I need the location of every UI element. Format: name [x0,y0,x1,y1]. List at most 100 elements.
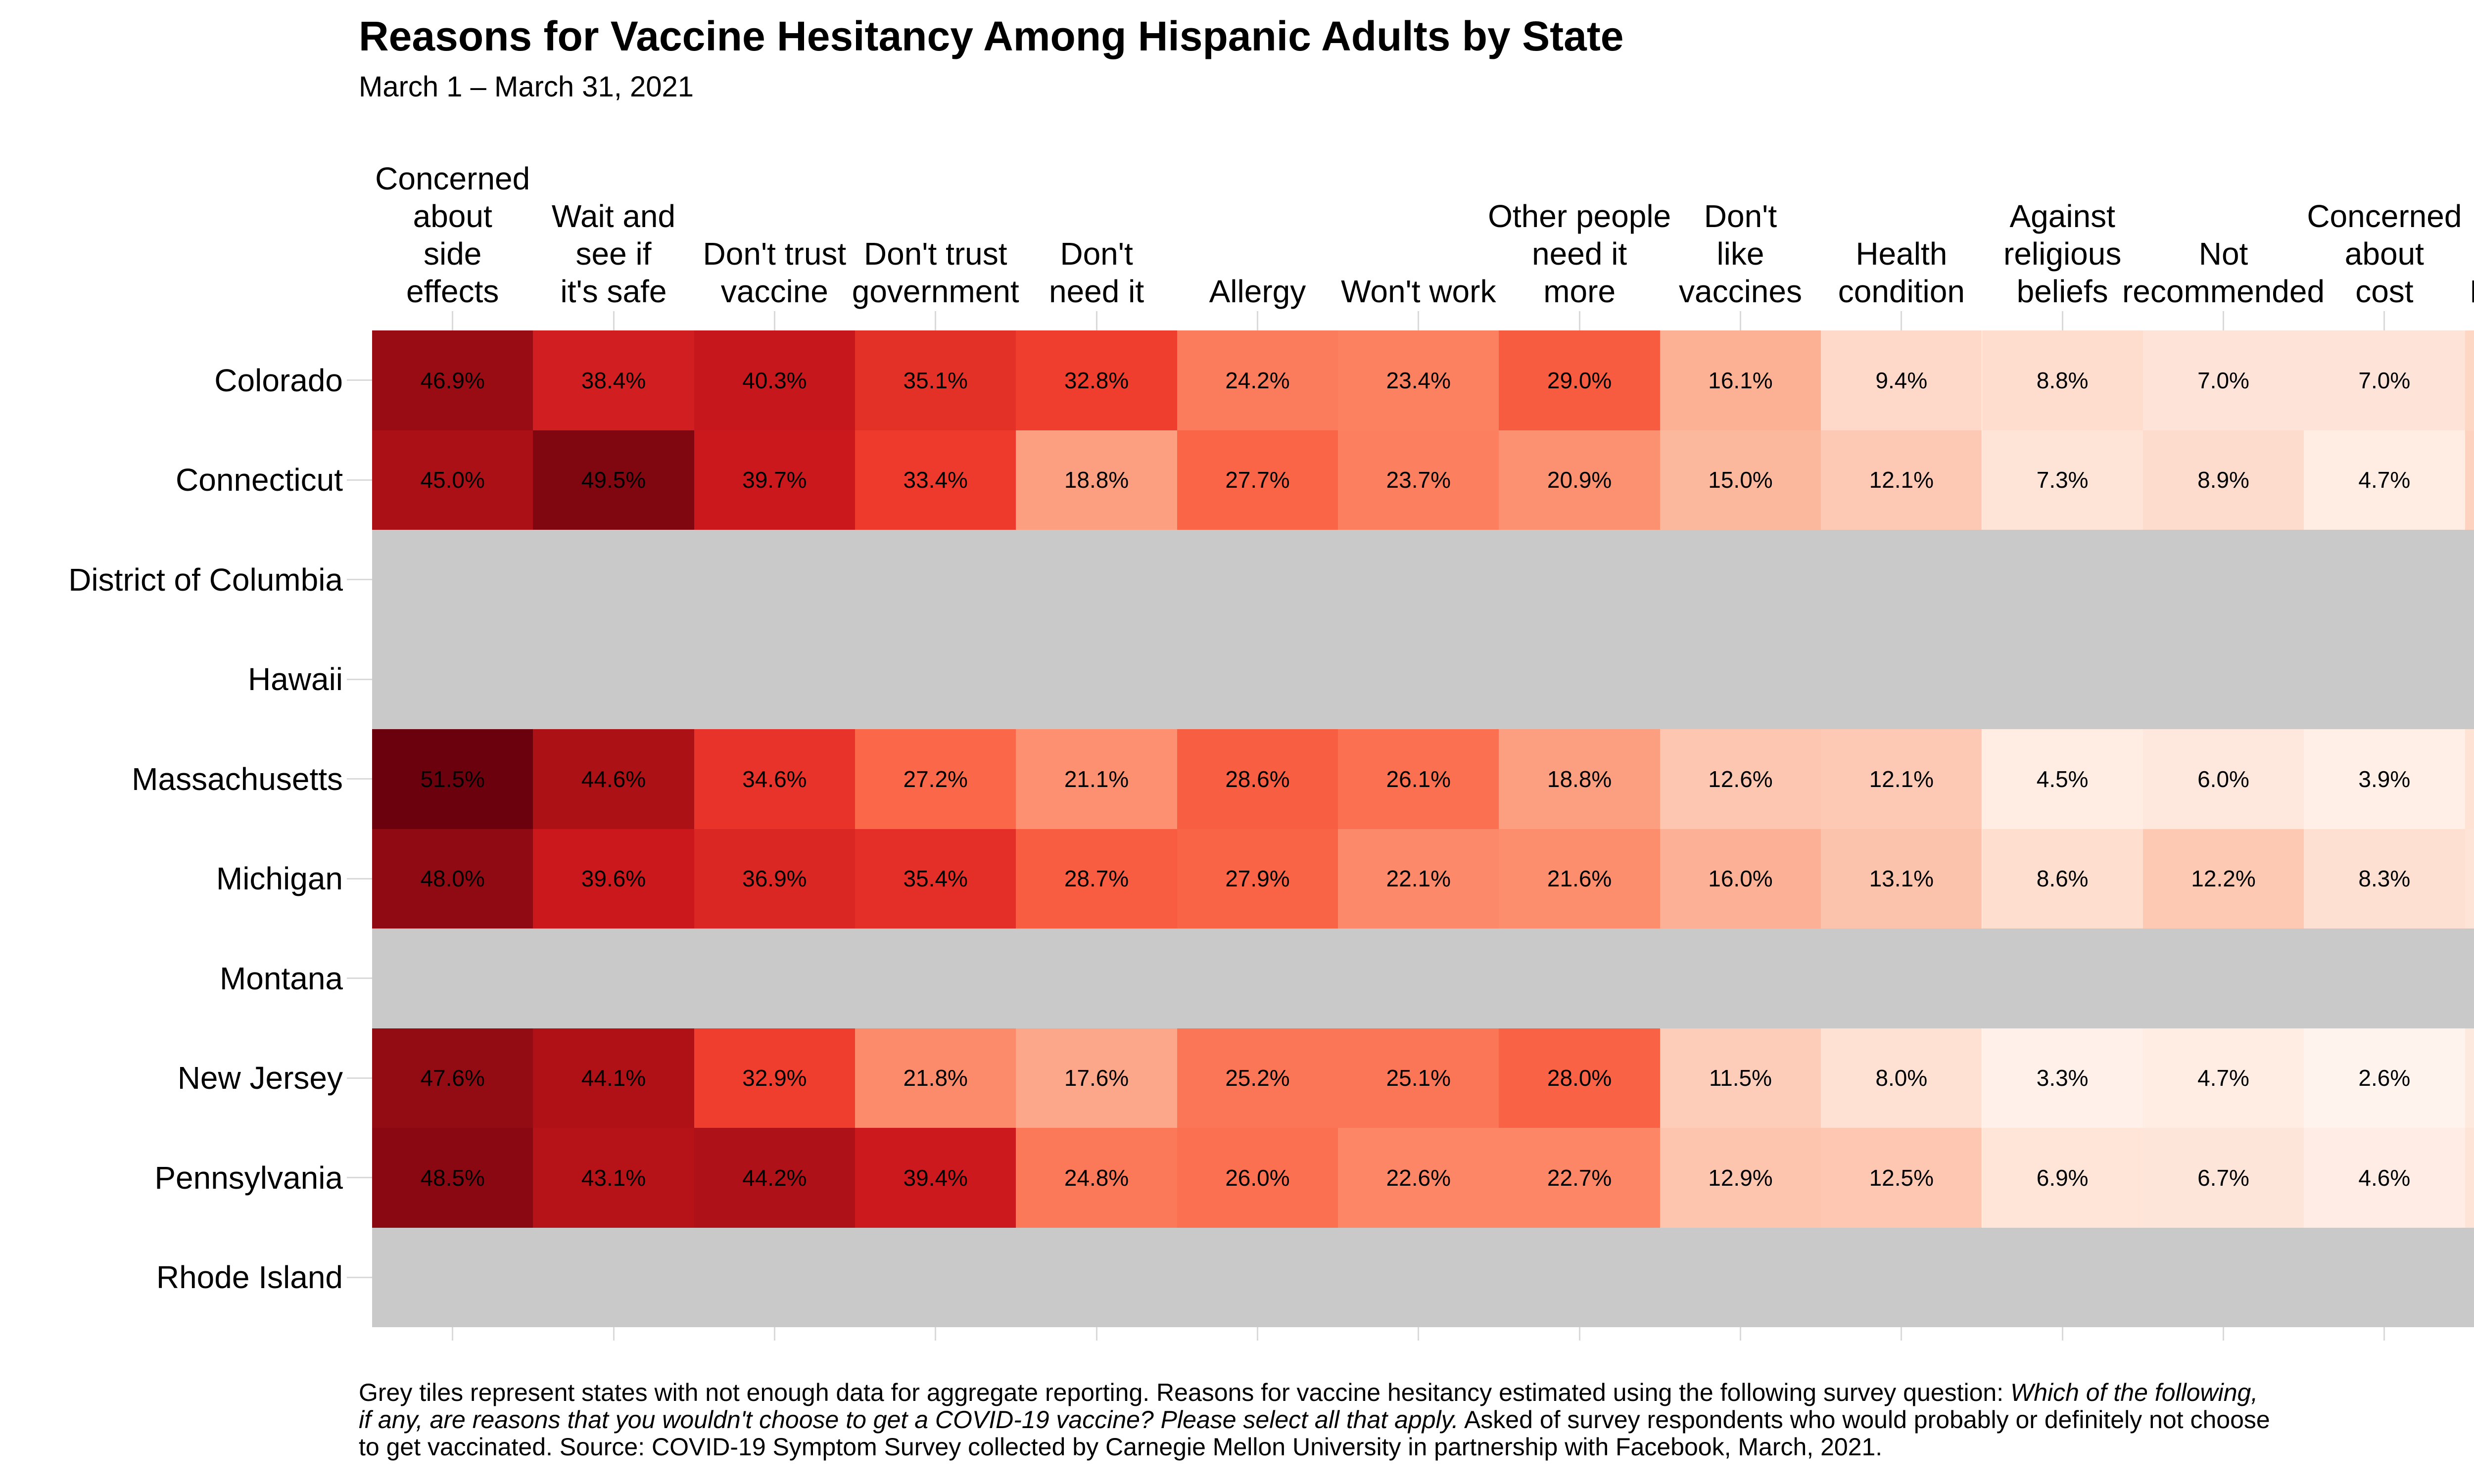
cell-value: 8.6% [2036,866,2089,892]
footer-text-italic: Which of the following, [2010,1379,2258,1406]
row-label: Massachusetts [132,761,343,797]
row-label: New Jersey [177,1060,343,1096]
cell-value: 12.9% [1708,1164,1773,1191]
heatmap-cell: 2.6% [2304,1028,2465,1128]
heatmap-cell: 4.7% [2304,430,2465,530]
cell-value: 16.0% [1708,866,1773,892]
heatmap-cell: 7.0% [2304,330,2465,430]
cell-value: 12.5% [1869,1164,1934,1191]
heatmap-cell: 21.1% [1016,729,1177,829]
heatmap-cell: 8.9% [2142,430,2304,530]
cell-value: 4.5% [2036,766,2089,792]
heatmap-cell: 33.4% [855,430,1016,530]
left-axis-tick [347,1077,372,1079]
heatmap-cell: 26.0% [1177,1128,1338,1228]
cell-value: 40.3% [742,367,807,393]
cell-value: 25.2% [1225,1065,1290,1091]
cell-value: 27.9% [1225,866,1290,892]
heatmap-cell: 13.1% [1821,829,1982,928]
cell-value: 48.0% [420,866,485,892]
cell-value: 21.8% [903,1065,968,1091]
cell-value: 27.2% [903,766,968,792]
cell-value: 7.0% [2197,367,2249,393]
column-header: Don't need it [1048,236,1144,309]
heatmap-cell: 34.6% [694,729,856,829]
cell-value: 32.9% [742,1065,807,1091]
cell-value: 27.7% [1225,467,1290,493]
heatmap-cell: 25.2% [1177,1028,1338,1128]
heatmap-cell: 35.1% [855,330,1016,430]
cell-value: 8.0% [1875,1065,1928,1091]
cell-value: 12.1% [1869,467,1934,493]
heatmap-cell: 29.0% [1499,330,1660,430]
heatmap-cell: 18.8% [1499,729,1660,829]
top-axis-tick [1739,311,1741,330]
heatmap-cell: 39.4% [855,1128,1016,1228]
column-header: Other people need it more [1488,198,1671,309]
heatmap-cell: 8.6% [1982,829,2143,928]
cell-value: 35.1% [903,367,968,393]
heatmap-cell: 21.8% [855,1028,1016,1128]
bottom-axis-tick [773,1327,775,1341]
heatmap-cell: 32.8% [1016,330,1177,430]
row-label: Colorado [214,362,343,398]
heatmap-cell: 7.0% [2142,330,2304,430]
cell-value: 46.9% [420,367,485,393]
heatmap-cell: 49.5% [533,430,694,530]
row-label: Montana [219,960,343,996]
heatmap-cell: 26.1% [1338,729,1499,829]
heatmap-cell: 39.6% [533,829,694,928]
top-axis-tick [1418,311,1420,330]
column-header: Won't work [1341,274,1496,309]
heatmap-cell: 7.3% [1982,430,2143,530]
cell-value: 23.7% [1386,467,1451,493]
cell-value: 26.1% [1386,766,1451,792]
heatmap-cell: 12.1% [1821,430,1982,530]
cell-value: 34.6% [742,766,807,792]
heatmap-cell: 48.0% [372,829,533,928]
cell-value: 8.3% [2358,866,2411,892]
cell-value: 44.1% [581,1065,646,1091]
heatmap-cell: 10.0% [2465,330,2474,430]
cell-value: 4.7% [2197,1065,2249,1091]
footer-text: Grey tiles represent states with not eno… [359,1379,2010,1406]
footer-text: to get vaccinated. Source: COVID-19 Symp… [359,1433,1883,1461]
heatmap-cell: 24.8% [1016,1128,1177,1228]
cell-value: 12.2% [2191,866,2256,892]
heatmap-cell: 11.5% [1660,1028,1821,1128]
left-axis-tick [347,379,372,381]
row-label: Michigan [216,861,343,897]
cell-value: 43.1% [581,1164,646,1191]
left-axis-tick [347,1276,372,1278]
missing-data-row [372,1227,2474,1327]
cell-value: 4.7% [2358,467,2411,493]
footer-text: Asked of survey respondents who would pr… [1458,1406,2270,1434]
heatmap-cell: 16.1% [1660,330,1821,430]
cell-value: 6.7% [2197,1164,2249,1191]
heatmap-cell: 10.5% [2465,430,2474,530]
cell-value: 12.1% [1869,766,1934,792]
heatmap-cell: 6.0% [2142,729,2304,829]
cell-value: 11.5% [1709,1065,1772,1091]
column-header: Pregnancy [2470,273,2474,310]
top-axis-tick [2223,311,2225,330]
heatmap-cell: 44.2% [694,1128,856,1228]
left-axis-tick [347,678,372,680]
cell-value: 9.4% [1875,367,1928,393]
cell-value: 32.8% [1064,367,1129,393]
missing-data-row [372,530,2474,630]
heatmap-cell: 44.6% [533,729,694,829]
heatmap-cell: 5.7% [2465,1028,2474,1128]
left-axis-tick [347,878,372,880]
cell-value: 21.1% [1064,766,1129,792]
row-label: Connecticut [176,462,343,498]
heatmap-cell: 6.9% [1982,1128,2143,1228]
column-header: Against religious beliefs [2003,198,2122,309]
cell-value: 20.9% [1547,467,1612,493]
cell-value: 8.8% [2036,367,2089,393]
heatmap-cell: 22.1% [1338,829,1499,928]
bottom-axis-tick [1418,1327,1420,1341]
heatmap-cell: 7.8% [2465,729,2474,829]
cell-value: 33.4% [903,467,968,493]
top-axis-tick [452,311,454,330]
